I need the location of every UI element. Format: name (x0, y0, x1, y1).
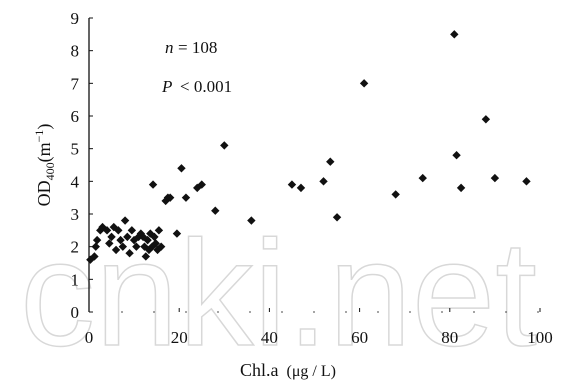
data-point (332, 213, 342, 222)
data-point (123, 232, 132, 242)
y-tick-label: 5 (71, 140, 80, 159)
y-axis-title-close: ) (34, 124, 55, 130)
data-point (452, 151, 461, 160)
data-point (522, 177, 531, 186)
data-point (105, 239, 114, 248)
data-point (114, 226, 123, 235)
y-axis-title-exp: −1 (32, 130, 46, 143)
data-point (197, 180, 206, 189)
y-tick-label: 3 (71, 205, 80, 224)
y-axis-title: OD400(m−1) (32, 124, 57, 207)
y-tick-label: 4 (71, 172, 80, 191)
data-point (120, 216, 130, 225)
y-tick-label: 7 (71, 74, 80, 93)
x-tick-label: 100 (527, 328, 553, 347)
x-axis-title-unit: (μg / L) (287, 363, 336, 380)
data-point (132, 242, 141, 251)
data-point (90, 252, 99, 261)
data-point (490, 173, 500, 183)
data-point (154, 226, 164, 235)
x-axis-title-main: Chl.a (240, 360, 279, 380)
data-point (91, 242, 100, 251)
data-point (107, 232, 116, 242)
data-point (150, 232, 159, 242)
data-point (177, 164, 186, 173)
data-point (86, 255, 95, 264)
data-point (143, 235, 152, 245)
data-point (181, 193, 191, 202)
data-point (296, 183, 306, 193)
y-axis-title-text: OD400(m−1) (32, 124, 57, 207)
y-tick-label: 2 (71, 238, 80, 257)
y-axis-title-main: OD (34, 180, 54, 206)
data-point (102, 226, 112, 235)
data-point (92, 235, 102, 245)
data-point (319, 177, 328, 186)
data-points (86, 30, 531, 264)
watermark: cnki.net (20, 209, 537, 377)
data-point (456, 183, 466, 193)
data-point (141, 252, 151, 261)
data-point (127, 226, 137, 235)
y-axis-title-sub: 400 (43, 162, 57, 180)
annotation-p-value: < 0.001 (180, 77, 232, 96)
data-point (165, 193, 175, 202)
data-point (326, 157, 335, 166)
y-tick-label: 6 (71, 107, 80, 126)
data-point (116, 235, 125, 245)
x-tick-label: 40 (261, 328, 278, 347)
y-tick-label: 0 (71, 303, 80, 322)
data-point (481, 115, 491, 124)
data-point (138, 232, 148, 242)
data-point (450, 30, 459, 39)
annotation-p: P < 0.001 (161, 77, 232, 96)
annotation-n: n = 108 (165, 38, 217, 57)
data-point (359, 79, 369, 88)
data-point (172, 229, 182, 238)
y-ticks: 0 1 2 3 4 5 6 7 8 9 (71, 9, 93, 322)
annotation-p-label: P (161, 77, 172, 96)
data-point (211, 206, 220, 215)
x-ticks: 0 20 40 60 80 100 (85, 308, 553, 347)
x-tick-label: 20 (171, 328, 188, 347)
data-point (220, 141, 229, 150)
annotation-n-value: = 108 (178, 38, 217, 57)
plot-area: 0 1 2 3 4 5 6 7 8 9 0 20 40 60 80 100 (71, 9, 553, 347)
data-point (287, 180, 297, 189)
data-point (247, 216, 256, 225)
x-axis-title: Chl.a (μg / L) (240, 360, 336, 380)
annotation-n-label: n (165, 38, 174, 57)
y-axis-title-unit: (m (34, 142, 55, 162)
data-point (156, 242, 166, 251)
data-point (418, 173, 427, 183)
data-point (148, 180, 158, 189)
x-tick-label: 60 (351, 328, 368, 347)
data-point (125, 249, 134, 258)
data-point (111, 245, 121, 255)
data-point (391, 190, 400, 199)
y-tick-label: 1 (71, 270, 80, 289)
x-axis-title-text: Chl.a (μg / L) (240, 360, 336, 380)
data-point (118, 242, 128, 251)
data-point (151, 239, 160, 248)
x-tick-label: 80 (441, 328, 458, 347)
y-tick-label: 9 (71, 9, 80, 28)
y-tick-label: 8 (71, 42, 80, 61)
x-tick-label: 0 (85, 328, 94, 347)
